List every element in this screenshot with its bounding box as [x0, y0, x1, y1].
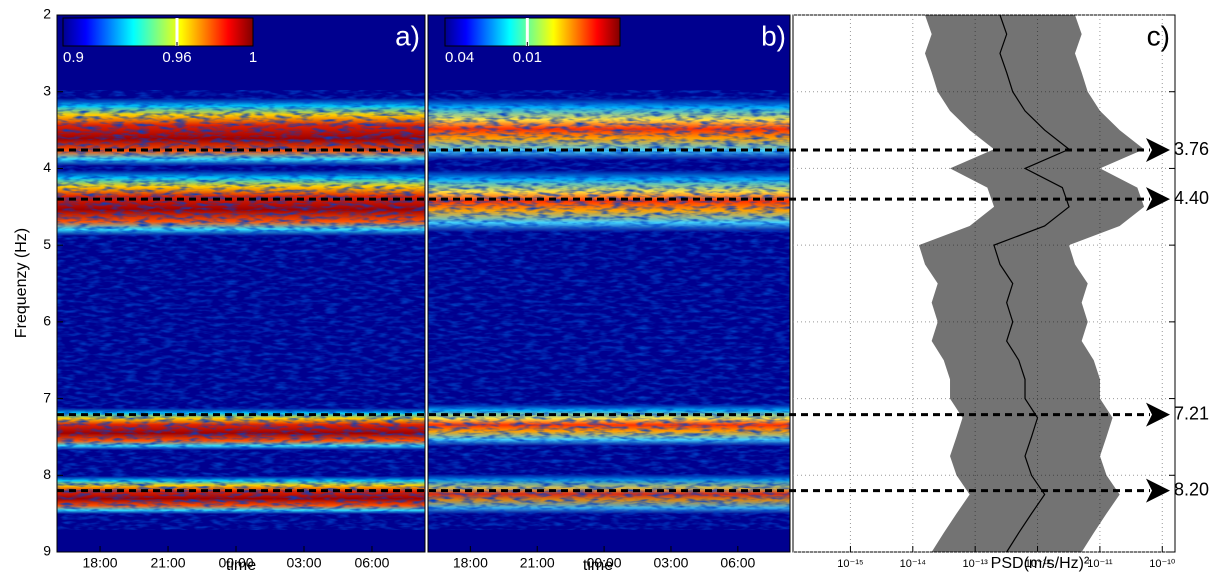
marker-arrow	[1146, 478, 1170, 503]
marker-arrow	[1146, 402, 1170, 427]
x-tick-label: 10⁻¹¹	[1087, 558, 1113, 570]
y-tick-label: 5	[43, 236, 51, 252]
x-tick-label: 06:00	[720, 555, 755, 571]
x-tick-label: 03:00	[286, 555, 321, 571]
marker-label: 7.21	[1174, 403, 1209, 423]
panel-frame	[56, 14, 426, 553]
x-axis-label: time	[226, 557, 256, 574]
x-axis-label: time	[583, 557, 613, 574]
x-tick-label: 18:00	[83, 555, 118, 571]
marker-arrow	[1146, 138, 1170, 163]
x-tick-label: 21:00	[520, 555, 555, 571]
heatmap-texture	[57, 90, 425, 530]
x-tick-label: 06:00	[354, 555, 389, 571]
panel-label: c)	[1147, 20, 1170, 51]
x-tick-label: 00:00	[218, 555, 253, 571]
panel-label: b)	[761, 20, 786, 51]
x-tick-label: 18:00	[453, 555, 488, 571]
y-axis-label: Frequenzy (Hz)	[13, 228, 30, 338]
colorbar	[444, 17, 621, 47]
colorbar	[62, 17, 254, 47]
y-tick-label: 7	[43, 389, 51, 405]
x-tick-label: 21:00	[151, 555, 186, 571]
heatmap-a-layout	[57, 15, 425, 552]
heatmap-b-layout	[428, 15, 790, 552]
colorbar-tick-label: 0.01	[513, 49, 542, 66]
x-tick-label: 03:00	[653, 555, 688, 571]
x-tick-label: 10⁻¹³	[962, 558, 988, 570]
panel-label: a)	[395, 20, 420, 51]
heatmap-texture	[428, 90, 790, 530]
marker-label: 3.76	[1174, 139, 1209, 159]
y-tick-label: 8	[43, 466, 51, 482]
colorbar-tick-label: 0.04	[445, 49, 474, 66]
y-tick-label: 9	[43, 543, 51, 559]
psd-line	[993, 14, 1071, 553]
x-tick-label: 10⁻¹⁴	[900, 558, 927, 570]
plot-layer: 18:00 21:00 00:00 03:00 06:00 2 3 4 5 6 7 8 9 0.9 0.96…	[43, 6, 1209, 571]
marker-arrow	[1146, 187, 1170, 212]
psd-spread	[918, 15, 1145, 552]
marker-label: 4.40	[1174, 188, 1209, 208]
y-tick-label: 3	[43, 82, 51, 98]
x-tick-label: 00:00	[587, 555, 622, 571]
colorbar-tick-label: 1	[249, 49, 257, 66]
x-tick-label: 10⁻¹⁵	[837, 558, 863, 570]
y-tick-label: 2	[43, 6, 51, 22]
x-tick-label: 10⁻¹²	[1025, 558, 1051, 570]
x-tick-label: 10⁻¹⁰	[1149, 558, 1176, 570]
colorbar-tick-label: 0.9	[63, 49, 84, 66]
x-axis-label: PSD(m/s/Hz)²	[991, 555, 1090, 572]
y-tick-label: 6	[43, 313, 51, 329]
y-tick-label: 4	[43, 159, 51, 175]
marker-label: 8.20	[1174, 479, 1209, 499]
panel-frame	[427, 14, 791, 553]
colorbar-tick-label: 0.96	[162, 49, 191, 66]
